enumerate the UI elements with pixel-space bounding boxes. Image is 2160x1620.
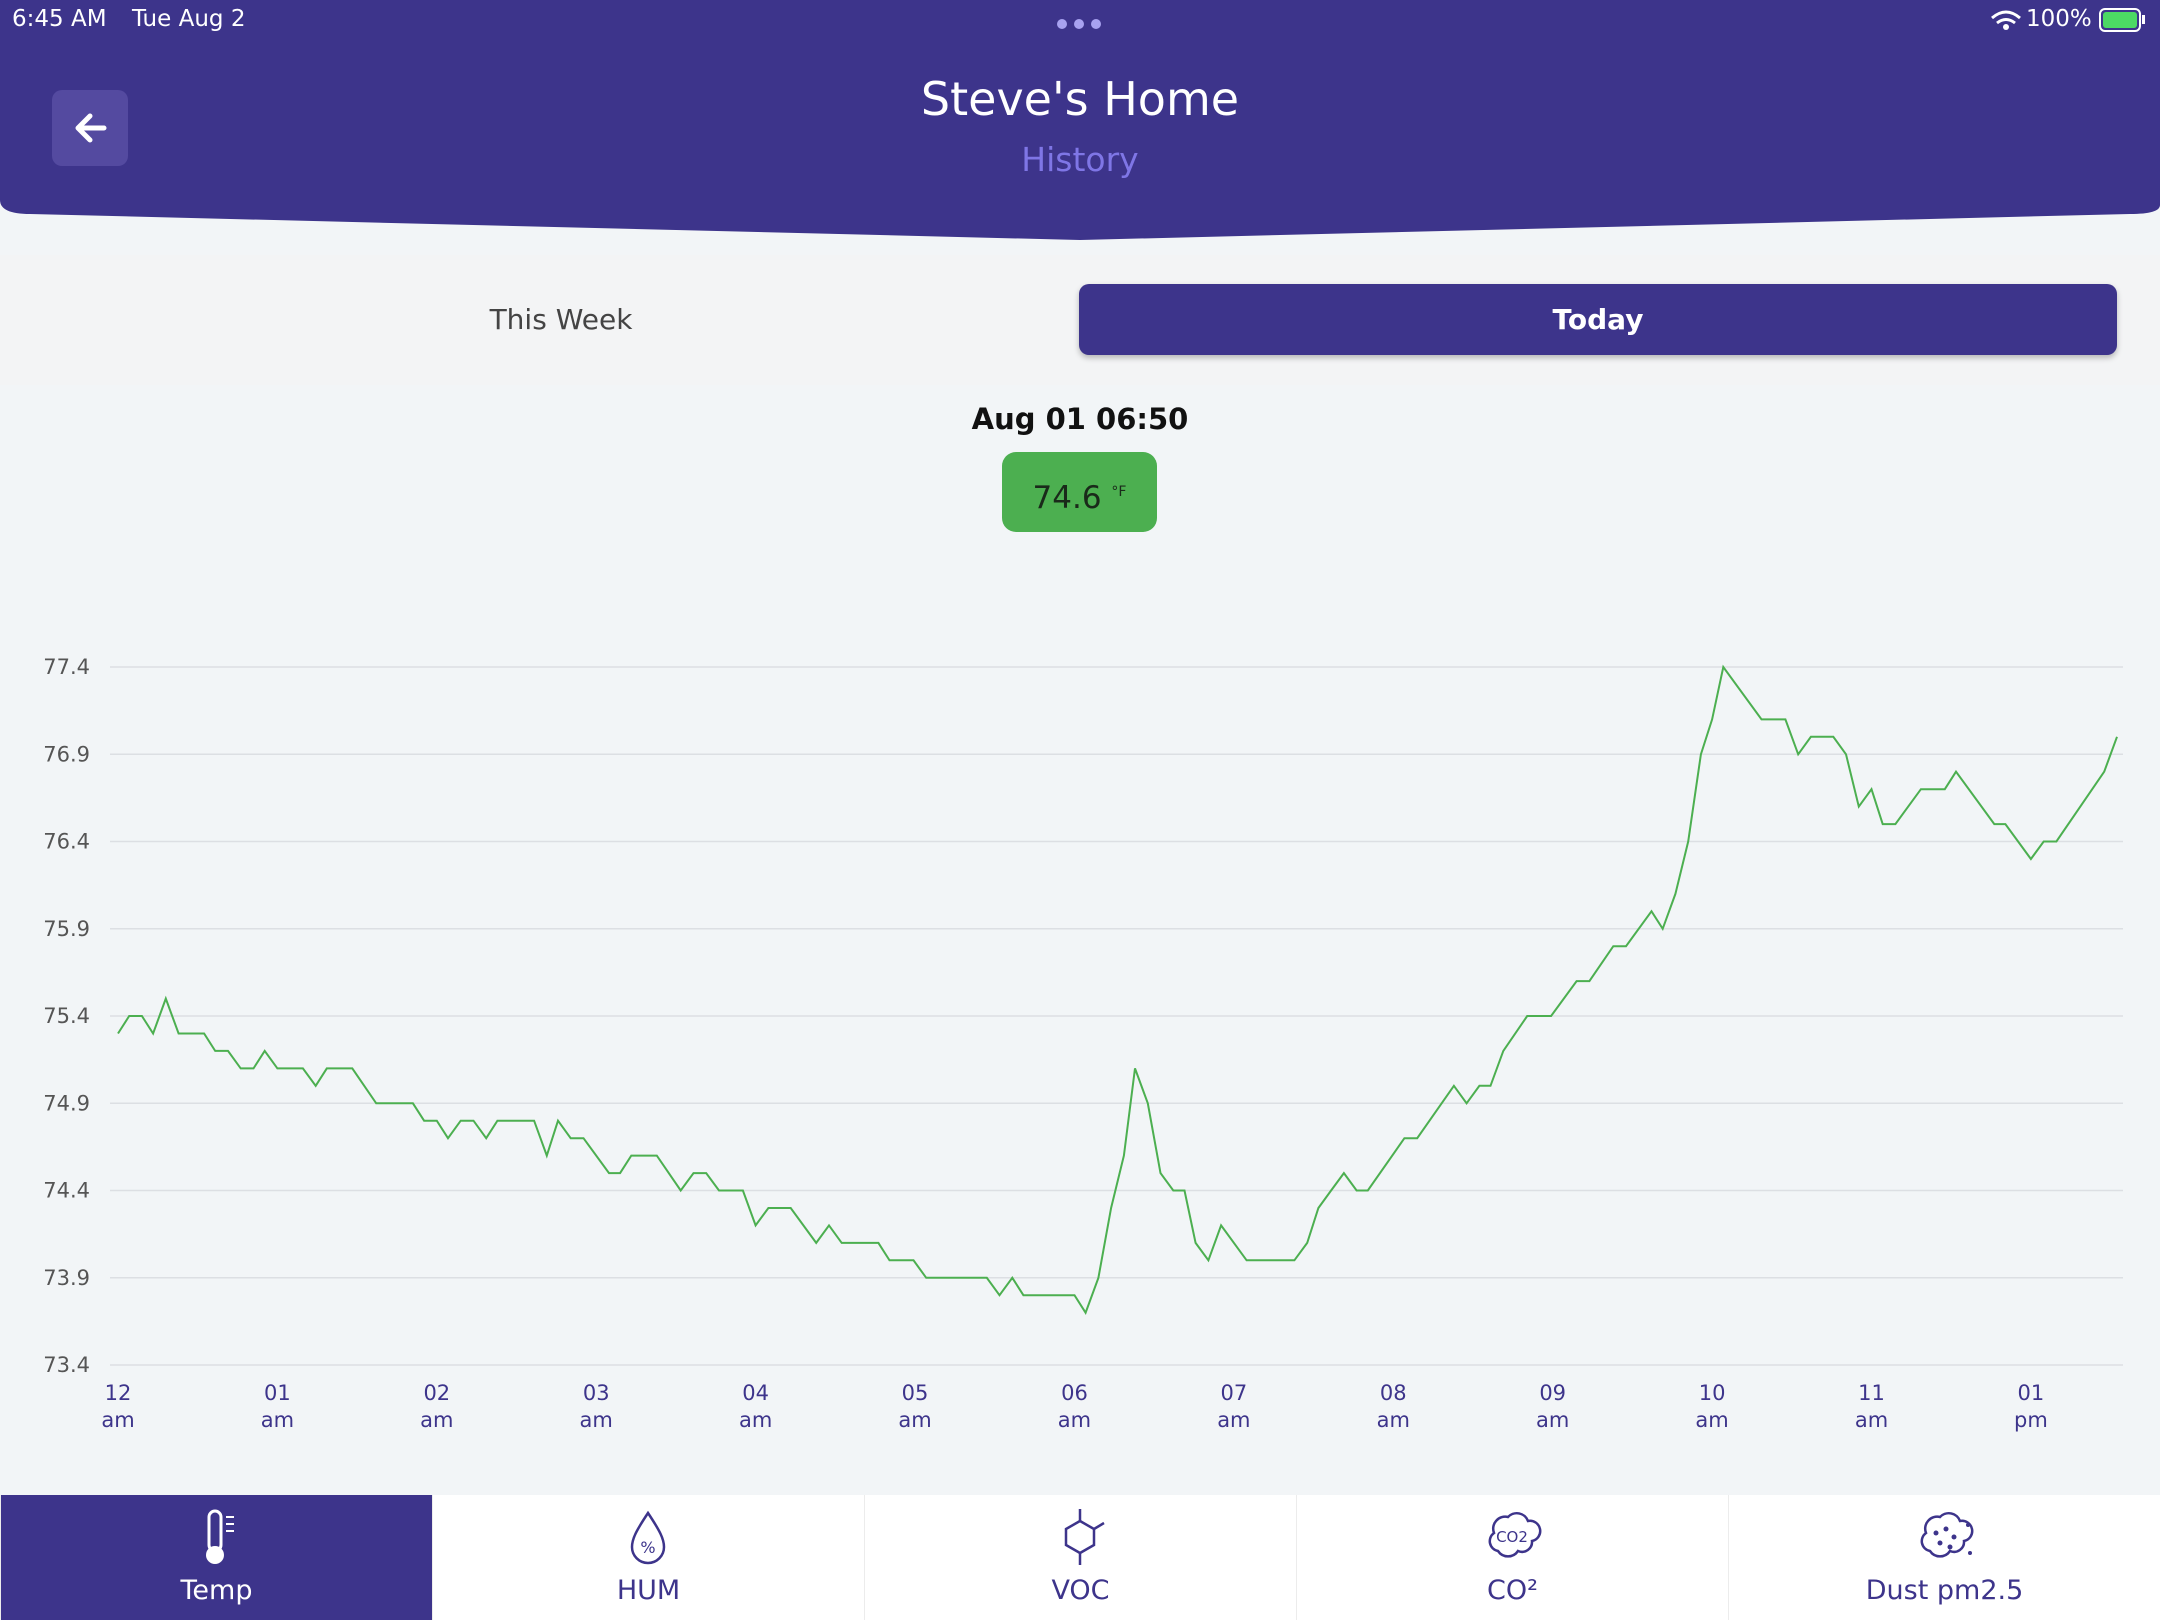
nav-label: HUM bbox=[616, 1575, 681, 1606]
nav-tab[interactable]: % HUM bbox=[432, 1495, 864, 1620]
status-time: 6:45 AM bbox=[12, 6, 107, 32]
header-title: Steve's Home bbox=[920, 72, 1240, 126]
svg-text:CO2: CO2 bbox=[1496, 1528, 1528, 1546]
status-battery: 100% bbox=[2026, 6, 2092, 32]
nav-icon bbox=[1064, 1509, 1105, 1565]
header-background bbox=[0, 0, 2160, 240]
nav-label: Temp bbox=[180, 1575, 253, 1606]
nav-label: CO² bbox=[1487, 1575, 1538, 1606]
nav-tab[interactable]: CO2 CO² bbox=[1296, 1495, 1728, 1620]
unit-text: °F bbox=[1111, 484, 1127, 500]
x-tick-label: 10 am bbox=[1695, 1381, 1729, 1432]
y-tick-label: 73.4 bbox=[43, 1353, 90, 1377]
data-line bbox=[117, 664, 2118, 1315]
nav-tab[interactable]: Temp bbox=[0, 1495, 432, 1620]
nav-tab[interactable]: Dust pm2.5 bbox=[1728, 1495, 2160, 1620]
nav-icon bbox=[1920, 1511, 1974, 1558]
y-tick-label: 74.9 bbox=[43, 1091, 90, 1115]
y-tick-label: 76.4 bbox=[43, 830, 90, 854]
x-tick-label: 08 am bbox=[1376, 1381, 1410, 1432]
tab[interactable]: This Week bbox=[489, 303, 633, 336]
y-tick-label: 73.9 bbox=[43, 1266, 90, 1290]
x-tick-label: 05 am bbox=[898, 1381, 932, 1432]
selected-time: Aug 01 06:50 bbox=[971, 402, 1189, 436]
x-tick-label: 07 am bbox=[1217, 1381, 1251, 1432]
x-tick-label: 02 am bbox=[420, 1381, 454, 1432]
chart: 73.4 73.9 74.4 74.9 75.4 75.9 76.4 76.9 77.4 bbox=[43, 655, 2123, 1377]
selected-value: 74.6 °F bbox=[1002, 452, 1157, 532]
y-tick-label: 77.4 bbox=[43, 655, 90, 679]
nav-label: VOC bbox=[1051, 1575, 1110, 1606]
x-tick-label: 01 pm bbox=[2014, 1381, 2048, 1432]
x-tick-label: 12 am bbox=[101, 1381, 135, 1432]
bottom-nav: Temp% HUM VOC CO2 CO² Dust pm2.5 bbox=[0, 1495, 2160, 1620]
nav-icon bbox=[206, 1509, 234, 1564]
y-tick-label: 74.4 bbox=[43, 1179, 90, 1203]
back-button[interactable] bbox=[52, 90, 128, 166]
header-subtitle: History bbox=[1021, 140, 1139, 179]
x-tick-label: 03 am bbox=[579, 1381, 613, 1432]
nav-tab[interactable]: VOC bbox=[864, 1495, 1296, 1620]
tab[interactable]: Today bbox=[1079, 284, 2117, 355]
svg-text:%: % bbox=[640, 1538, 655, 1557]
x-tick-label: 09 am bbox=[1536, 1381, 1570, 1432]
y-tick-label: 76.9 bbox=[43, 742, 90, 766]
nav-icon: CO2 bbox=[1488, 1511, 1542, 1558]
value-text: 74.6 bbox=[1032, 480, 1102, 516]
x-tick-label: 11 am bbox=[1854, 1381, 1889, 1432]
status-date: Tue Aug 2 bbox=[132, 6, 246, 32]
x-tick-label: 04 am bbox=[738, 1381, 773, 1432]
nav-label: Dust pm2.5 bbox=[1865, 1575, 2024, 1606]
y-tick-label: 75.9 bbox=[43, 917, 90, 941]
y-tick-label: 75.4 bbox=[43, 1004, 90, 1028]
x-tick-label: 06 am bbox=[1057, 1381, 1092, 1432]
x-tick-label: 01 am bbox=[260, 1381, 295, 1432]
back-icon bbox=[75, 113, 107, 143]
nav-icon: % bbox=[630, 1510, 666, 1565]
